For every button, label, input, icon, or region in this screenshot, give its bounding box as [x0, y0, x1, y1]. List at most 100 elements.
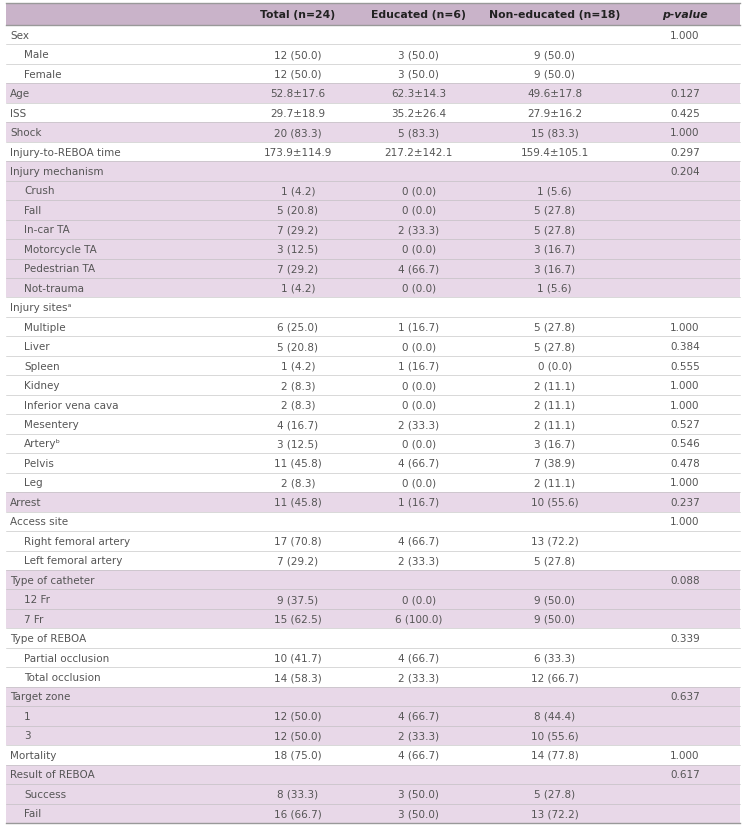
Text: 1.000: 1.000 [670, 380, 700, 390]
Bar [6, 84, 740, 103]
Text: Educated (n=6): Educated (n=6) [372, 10, 466, 20]
Text: 14 (58.3): 14 (58.3) [274, 672, 322, 682]
Text: 8 (33.3): 8 (33.3) [278, 789, 319, 799]
Text: 0.555: 0.555 [670, 361, 700, 371]
Text: 5 (20.8): 5 (20.8) [278, 206, 319, 216]
Text: 11 (45.8): 11 (45.8) [274, 458, 322, 468]
Text: Age: Age [10, 89, 30, 99]
Text: Shock: Shock [10, 128, 42, 138]
Text: 0 (0.0): 0 (0.0) [402, 284, 436, 294]
Text: 10 (41.7): 10 (41.7) [274, 653, 322, 662]
Bar [6, 629, 740, 648]
Bar [6, 784, 740, 804]
Text: 3 (16.7): 3 (16.7) [534, 245, 575, 255]
Text: Kidney: Kidney [24, 380, 60, 390]
Text: Pedestrian TA: Pedestrian TA [24, 264, 95, 274]
Text: 1 (5.6): 1 (5.6) [537, 284, 572, 294]
Text: 0.617: 0.617 [670, 769, 700, 779]
Text: 0 (0.0): 0 (0.0) [402, 478, 436, 488]
Text: 12 (50.0): 12 (50.0) [274, 69, 322, 79]
Text: 1 (5.6): 1 (5.6) [537, 186, 572, 196]
Bar [6, 804, 740, 823]
Bar [6, 590, 740, 609]
Text: 0 (0.0): 0 (0.0) [402, 400, 436, 410]
Text: 35.2±26.4: 35.2±26.4 [392, 108, 446, 118]
Text: 4 (66.7): 4 (66.7) [398, 750, 439, 760]
Text: 1 (4.2): 1 (4.2) [280, 186, 315, 196]
Text: 1 (4.2): 1 (4.2) [280, 361, 315, 371]
Text: Target zone: Target zone [10, 691, 70, 701]
Text: Type of REBOA: Type of REBOA [10, 633, 87, 643]
Text: 2 (11.1): 2 (11.1) [534, 380, 575, 390]
Text: Injury-to-REBOA time: Injury-to-REBOA time [10, 147, 121, 157]
Text: 1.000: 1.000 [670, 400, 700, 410]
Text: 2 (11.1): 2 (11.1) [534, 478, 575, 488]
Text: In-car TA: In-car TA [24, 225, 69, 235]
Text: 10 (55.6): 10 (55.6) [531, 730, 578, 740]
Text: 1 (16.7): 1 (16.7) [398, 323, 439, 332]
Text: Non-educated (n=18): Non-educated (n=18) [489, 10, 620, 20]
Text: 13 (72.2): 13 (72.2) [531, 536, 579, 546]
Text: 15 (62.5): 15 (62.5) [274, 614, 322, 624]
Text: 0 (0.0): 0 (0.0) [402, 595, 436, 605]
Text: Success: Success [24, 789, 66, 799]
Bar [6, 512, 740, 532]
Text: 173.9±114.9: 173.9±114.9 [263, 147, 332, 157]
Bar [6, 201, 740, 220]
Text: Motorcycle TA: Motorcycle TA [24, 245, 97, 255]
Bar [6, 45, 740, 65]
Text: 11 (45.8): 11 (45.8) [274, 497, 322, 507]
Text: 3 (50.0): 3 (50.0) [398, 69, 439, 79]
Text: 29.7±18.9: 29.7±18.9 [270, 108, 325, 118]
Text: 3 (12.5): 3 (12.5) [278, 245, 319, 255]
Text: 20 (83.3): 20 (83.3) [274, 128, 322, 138]
Bar [6, 687, 740, 706]
Bar [6, 415, 740, 434]
Bar [6, 337, 740, 356]
Text: 7 Fr: 7 Fr [24, 614, 43, 624]
Text: 15 (83.3): 15 (83.3) [531, 128, 579, 138]
Text: 0.384: 0.384 [670, 342, 700, 351]
Text: 5 (20.8): 5 (20.8) [278, 342, 319, 351]
Text: Mesentery: Mesentery [24, 419, 79, 429]
Text: Female: Female [24, 69, 61, 79]
Text: Total (n=24): Total (n=24) [260, 10, 336, 20]
Text: 12 (66.7): 12 (66.7) [531, 672, 579, 682]
Text: Spleen: Spleen [24, 361, 60, 371]
Bar [6, 376, 740, 395]
Text: Total occlusion: Total occlusion [24, 672, 101, 682]
Text: 3 (50.0): 3 (50.0) [398, 808, 439, 818]
Bar [6, 181, 740, 201]
Text: Arteryᵇ: Arteryᵇ [24, 439, 61, 449]
Bar [6, 493, 740, 512]
Bar [6, 142, 740, 162]
Text: Injury sitesᵃ: Injury sitesᵃ [10, 303, 72, 313]
Text: 0.339: 0.339 [670, 633, 700, 643]
Text: 8 (44.4): 8 (44.4) [534, 711, 575, 721]
Text: 10 (55.6): 10 (55.6) [531, 497, 578, 507]
Text: 0.297: 0.297 [670, 147, 700, 157]
Text: 2 (11.1): 2 (11.1) [534, 400, 575, 410]
Text: ISS: ISS [10, 108, 26, 118]
Text: 3: 3 [24, 730, 31, 740]
Bar [6, 103, 740, 123]
Bar [6, 726, 740, 745]
Text: 12 Fr: 12 Fr [24, 595, 50, 605]
Text: Mortality: Mortality [10, 750, 57, 760]
Bar [6, 220, 740, 240]
Bar [6, 473, 740, 493]
Text: 1.000: 1.000 [670, 517, 700, 527]
Text: Not-trauma: Not-trauma [24, 284, 84, 294]
Text: Result of REBOA: Result of REBOA [10, 769, 95, 779]
Text: 12 (50.0): 12 (50.0) [274, 711, 322, 721]
Text: 217.2±142.1: 217.2±142.1 [385, 147, 453, 157]
Text: 0 (0.0): 0 (0.0) [538, 361, 571, 371]
Text: 9 (50.0): 9 (50.0) [534, 69, 575, 79]
Text: Right femoral artery: Right femoral artery [24, 536, 130, 546]
Text: 2 (8.3): 2 (8.3) [280, 380, 315, 390]
Bar [6, 26, 740, 45]
Bar [6, 395, 740, 415]
Text: 3 (16.7): 3 (16.7) [534, 264, 575, 274]
Text: p-value: p-value [662, 10, 708, 20]
Text: 3 (50.0): 3 (50.0) [398, 789, 439, 799]
